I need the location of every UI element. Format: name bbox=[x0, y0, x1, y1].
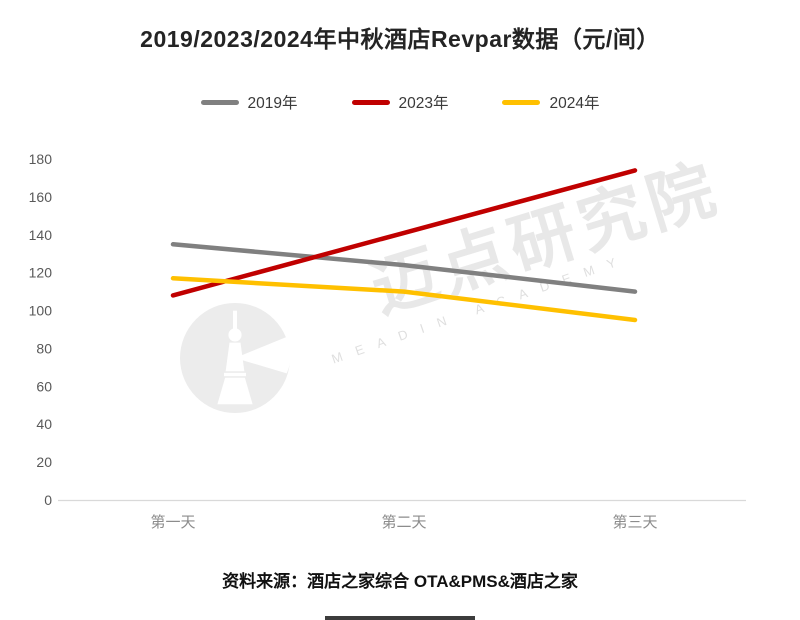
chart-legend: 2019年 2023年 2024年 bbox=[0, 91, 800, 113]
y-axis-label: 60 bbox=[36, 378, 52, 394]
series-line-2019年 bbox=[170, 242, 638, 294]
y-axis-label: 80 bbox=[36, 340, 52, 356]
legend-item-2024年: 2024年 bbox=[502, 91, 599, 113]
legend-label: 2024年 bbox=[549, 95, 600, 112]
bottom-partial-bar bbox=[325, 616, 475, 620]
line-chart-svg: 0 20 40 60 80 100 120 140 160 180 第一天 第二天 第三天 bbox=[29, 151, 746, 531]
legend-label: 2019年 bbox=[247, 95, 298, 112]
legend-swatch-icon bbox=[351, 99, 390, 105]
x-axis-label: 第二天 bbox=[381, 513, 426, 531]
y-axis-label: 140 bbox=[29, 227, 53, 243]
x-axis-label: 第一天 bbox=[150, 513, 195, 531]
page-title: 2019/2023/2024年中秋酒店Revpar数据（元/间） bbox=[140, 26, 660, 52]
y-axis-label: 40 bbox=[36, 416, 52, 432]
x-axis-label: 第三天 bbox=[612, 513, 657, 531]
legend-swatch-icon bbox=[502, 99, 541, 105]
y-axis-label: 20 bbox=[36, 454, 52, 470]
y-axis-label: 100 bbox=[29, 303, 53, 319]
legend-swatch-icon bbox=[200, 99, 239, 105]
source-caption: 资料来源：酒店之家综合 OTA&PMS&酒店之家 bbox=[222, 572, 578, 591]
y-axis-label: 0 bbox=[44, 492, 52, 508]
legend-label: 2023年 bbox=[398, 95, 449, 112]
series-line-2024年 bbox=[170, 276, 638, 323]
y-axis-label: 180 bbox=[29, 151, 53, 167]
y-axis-label: 120 bbox=[29, 265, 53, 281]
y-axis-label: 160 bbox=[29, 189, 53, 205]
series-line-2023年 bbox=[170, 168, 638, 298]
legend-item-2023年: 2023年 bbox=[351, 91, 449, 113]
legend-item-2019年: 2019年 bbox=[200, 91, 298, 113]
